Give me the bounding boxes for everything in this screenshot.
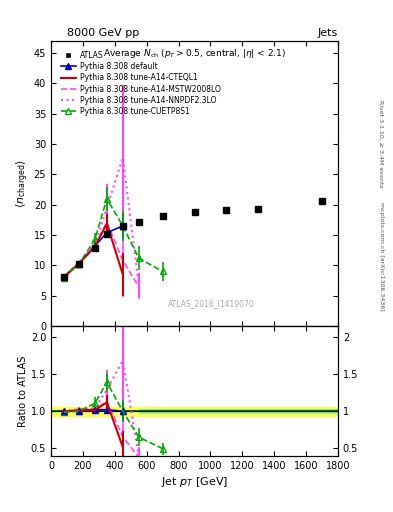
Y-axis label: $\langle n_\mathrm{charged} \rangle$: $\langle n_\mathrm{charged} \rangle$ [15, 159, 31, 208]
Legend: ATLAS, Pythia 8.308 default, Pythia 8.308 tune-A14-CTEQL1, Pythia 8.308 tune-A14: ATLAS, Pythia 8.308 default, Pythia 8.30… [58, 48, 224, 119]
Text: Jets: Jets [318, 28, 338, 38]
Text: 8000 GeV pp: 8000 GeV pp [67, 28, 139, 38]
X-axis label: Jet $p_T$ [GeV]: Jet $p_T$ [GeV] [161, 475, 228, 489]
Text: mcplots.cern.ch [arXiv:1306.3436]: mcplots.cern.ch [arXiv:1306.3436] [379, 202, 384, 310]
Y-axis label: Ratio to ATLAS: Ratio to ATLAS [18, 355, 28, 426]
Text: ATLAS_2016_I1419070: ATLAS_2016_I1419070 [168, 299, 255, 308]
Text: Rivet 3.1.10, ≥ 3.4M events: Rivet 3.1.10, ≥ 3.4M events [379, 99, 384, 187]
Text: Average $N_\mathrm{ch}$ ($p_T$$>$0.5, central, $|\eta|$ < 2.1): Average $N_\mathrm{ch}$ ($p_T$$>$0.5, ce… [103, 47, 286, 60]
